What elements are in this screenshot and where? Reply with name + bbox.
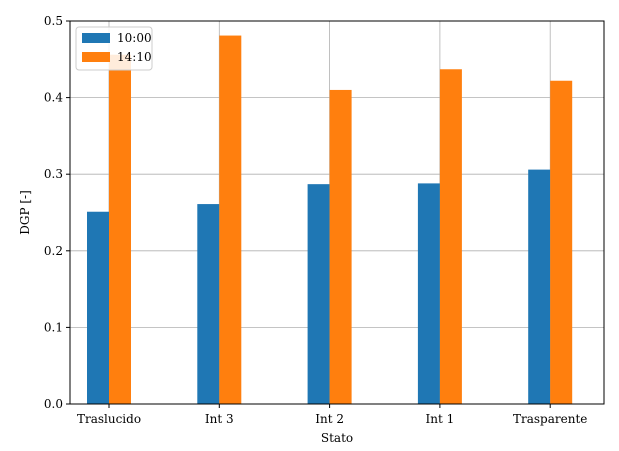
bar-series2-4 [550,80,573,405]
legend: 10:00 14:10 [75,26,153,71]
bar-series1-4 [528,169,551,404]
legend-swatch [82,52,110,62]
x-tick-label: Trasparente [513,412,587,426]
x-tick-label: Int 1 [426,412,455,426]
plot-frame [69,20,605,405]
y-tick-label: 0.2 [44,244,63,258]
bar-series2-2 [329,89,352,404]
x-tick-label: Traslucido [77,412,141,426]
x-tick-label: Int 2 [315,412,344,426]
bar-series1-2 [307,184,330,404]
y-axis-label: DGP [-] [18,190,32,235]
bar-series1-3 [417,183,440,404]
y-tick-label: 0.0 [44,397,63,411]
y-tick-label: 0.1 [44,320,63,334]
axis-ticks: 0.0 0.1 0.2 0.3 0.4 0.5 Traslucido Int 3 Int 2 In… [44,14,587,426]
bar-series1-1 [197,204,220,404]
bar-series2-0 [109,54,131,404]
bar-series2-1 [219,35,242,404]
legend-label: 14:10 [117,50,152,64]
y-tick-label: 0.5 [44,14,63,28]
bar-series2-3 [439,69,462,405]
bar-series1-0 [87,211,109,404]
bars [87,35,573,405]
legend-label: 10:00 [117,31,152,45]
x-axis-label: Stato [321,431,353,445]
legend-swatch [82,33,110,43]
x-tick-label: Int 3 [205,412,234,426]
y-tick-label: 0.4 [44,91,63,105]
y-tick-label: 0.3 [44,167,63,181]
